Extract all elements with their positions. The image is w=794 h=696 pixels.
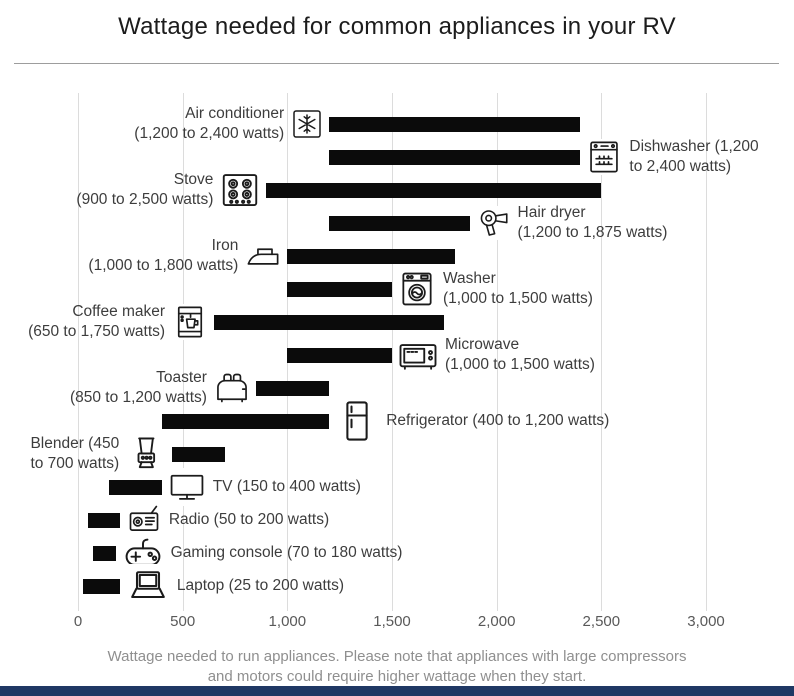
gaming-console-bar — [92, 545, 116, 561]
tv-bar — [109, 479, 162, 495]
label-line: Laptop (25 to 200 watts) — [176, 577, 345, 594]
label-line: Washer — [443, 270, 496, 287]
label-line: Stove — [173, 171, 214, 188]
microwave-label: Microwave (1,000 to 1,500 watts) — [445, 335, 595, 375]
label-line: Toaster — [156, 369, 207, 386]
title-divider — [14, 63, 779, 64]
label-line: (1,000 to 1,500 watts) — [445, 356, 595, 373]
iron-bar — [287, 248, 455, 264]
air-conditioner-icon — [291, 108, 324, 140]
gaming-console-label: Gaming console (70 to 180 watts) — [171, 543, 403, 563]
tv-icon — [167, 468, 206, 506]
label-line: Refrigerator (400 to 1,200 watts) — [386, 412, 610, 429]
dishwasher-label: Dishwasher (1,200 to 2,400 watts) — [629, 137, 758, 177]
coffee-maker-label: Coffee maker (650 to 1,750 watts) — [28, 302, 165, 342]
label-line: Radio (50 to 200 watts) — [168, 511, 330, 528]
refrigerator-icon — [335, 399, 380, 443]
label-line: (1,000 to 1,800 watts) — [88, 257, 239, 274]
x-tick-label: 500 — [170, 613, 196, 630]
label-line: Hair dryer — [517, 204, 586, 221]
label-line: Coffee maker — [72, 303, 166, 320]
gridline-500 — [182, 93, 184, 611]
label-line: (650 to 1,750 watts) — [28, 323, 166, 340]
refrigerator-label: Refrigerator (400 to 1,200 watts) — [386, 411, 609, 431]
label-line: Gaming console (70 to 180 watts) — [170, 544, 403, 561]
blender-label: Blender (450 to 700 watts) — [30, 434, 119, 474]
washer-bar — [287, 281, 392, 297]
washer-icon — [398, 270, 436, 308]
stove-bar — [266, 182, 602, 198]
dishwasher-bar — [329, 149, 581, 165]
label-line: Blender (450 — [30, 435, 120, 452]
x-tick-label: 3,000 — [687, 613, 725, 630]
laptop-bar — [83, 578, 120, 594]
laptop-label: Laptop (25 to 200 watts) — [177, 576, 344, 596]
dishwasher-icon — [586, 139, 623, 175]
x-tick-label: 1,000 — [268, 613, 307, 630]
microwave-bar — [287, 347, 392, 363]
radio-label: Radio (50 to 200 watts) — [169, 510, 329, 530]
label-line: Microwave — [445, 336, 520, 353]
toaster-icon — [213, 370, 250, 406]
caption-line: and motors could require higher wattage … — [207, 668, 587, 685]
stove-label: Stove (900 to 2,500 watts) — [76, 170, 213, 210]
gridline-0 — [78, 93, 79, 611]
chart-title: Wattage needed for common appliances in … — [118, 13, 676, 40]
label-line: (1,000 to 1,500 watts) — [443, 290, 593, 307]
label-line: TV (150 to 400 watts) — [212, 478, 361, 495]
x-tick-label: 2,000 — [477, 613, 516, 630]
x-tick-label: 1,500 — [373, 613, 411, 630]
iron-icon — [245, 238, 282, 274]
label-line: Dishwasher (1,200 — [629, 138, 759, 155]
chart-caption: Wattage needed to run appliances. Please… — [0, 647, 794, 687]
label-line: Air conditioner — [185, 105, 285, 122]
hair-dryer-bar — [329, 215, 471, 231]
refrigerator-bar — [161, 413, 330, 429]
x-tick-label: 0 — [73, 613, 83, 630]
coffee-maker-bar — [214, 314, 445, 330]
washer-label: Washer (1,000 to 1,500 watts) — [443, 269, 593, 309]
x-tick-label: 2,500 — [582, 613, 621, 630]
tv-label: TV (150 to 400 watts) — [213, 477, 361, 497]
hair-dryer-icon — [476, 206, 511, 240]
stove-icon — [220, 170, 261, 210]
toaster-label: Toaster (850 to 1,200 watts) — [70, 368, 207, 408]
label-line: Iron — [211, 237, 239, 254]
laptop-icon — [125, 564, 170, 608]
coffee-maker-icon — [172, 304, 209, 340]
gridline-1500 — [392, 93, 393, 611]
air-conditioner-bar — [329, 116, 581, 132]
radio-bar — [88, 512, 120, 528]
gridline-2500 — [601, 93, 603, 611]
label-line: (1,200 to 2,400 watts) — [134, 125, 285, 142]
gridline-3000 — [706, 93, 707, 611]
blender-bar — [172, 446, 225, 462]
label-line: (900 to 2,500 watts) — [76, 191, 214, 208]
microwave-icon — [398, 335, 438, 375]
label-line: (850 to 1,200 watts) — [69, 389, 207, 406]
toaster-bar — [255, 380, 330, 396]
gridline-2000 — [496, 93, 498, 611]
hair-dryer-label: Hair dryer (1,200 to 1,875 watts) — [518, 203, 668, 243]
label-line: (1,200 to 1,875 watts) — [517, 224, 668, 241]
label-line: to 700 watts) — [30, 455, 120, 472]
caption-line: Wattage needed to run appliances. Please… — [107, 648, 687, 665]
iron-label: Iron (1,000 to 1,800 watts) — [88, 236, 238, 276]
air-conditioner-label: Air conditioner (1,200 to 2,400 watts) — [134, 104, 284, 144]
label-line: to 2,400 watts) — [629, 158, 732, 175]
footer-strip — [0, 686, 794, 696]
blender-icon — [126, 434, 167, 474]
